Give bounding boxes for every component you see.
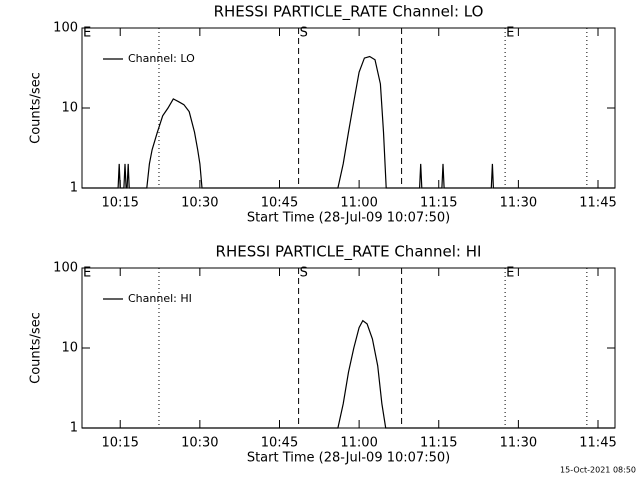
y-tick-label: 1 <box>70 421 78 436</box>
marker-label: E <box>506 266 514 281</box>
marker-label: S <box>300 26 308 41</box>
marker-label: S <box>300 266 308 281</box>
chart-title: RHESSI PARTICLE_RATE Channel: HI <box>216 243 482 262</box>
x-tick-label: 10:15 <box>101 436 138 451</box>
legend-label: Channel: HI <box>128 292 192 305</box>
x-tick-label: 10:45 <box>261 196 298 211</box>
y-tick-label: 10 <box>61 341 78 356</box>
x-axis-label: Start Time (28-Jul-09 10:07:50) <box>247 451 450 466</box>
marker-label: E <box>506 26 514 41</box>
data-line <box>82 319 615 429</box>
x-tick-label: 10:15 <box>101 196 138 211</box>
x-tick-label: 11:30 <box>500 196 537 211</box>
x-tick-label: 11:30 <box>500 436 537 451</box>
marker-label: E <box>83 26 91 41</box>
x-tick-label: 11:45 <box>579 436 616 451</box>
x-tick-label: 10:45 <box>261 436 298 451</box>
chart-title: RHESSI PARTICLE_RATE Channel: LO <box>214 3 484 22</box>
y-tick-label: 100 <box>53 21 78 36</box>
y-tick-label: 10 <box>61 101 78 116</box>
marker-label: E <box>83 266 91 281</box>
x-tick-label: 11:00 <box>340 436 377 451</box>
y-axis-label: Counts/sec <box>29 312 44 384</box>
x-tick-label: 10:30 <box>181 196 218 211</box>
footer: 15-Oct-2021 08:50 <box>560 466 636 475</box>
x-tick-label: 11:00 <box>340 196 377 211</box>
data-line <box>82 55 615 189</box>
x-tick-label: 11:45 <box>579 196 616 211</box>
y-axis-label: Counts/sec <box>29 72 44 144</box>
x-tick-label: 10:30 <box>181 436 218 451</box>
x-axis-label: Start Time (28-Jul-09 10:07:50) <box>247 211 450 226</box>
y-tick-label: 1 <box>70 181 78 196</box>
x-tick-label: 11:15 <box>420 196 457 211</box>
legend-label: Channel: LO <box>128 52 195 65</box>
x-tick-label: 11:15 <box>420 436 457 451</box>
y-tick-label: 100 <box>53 261 78 276</box>
